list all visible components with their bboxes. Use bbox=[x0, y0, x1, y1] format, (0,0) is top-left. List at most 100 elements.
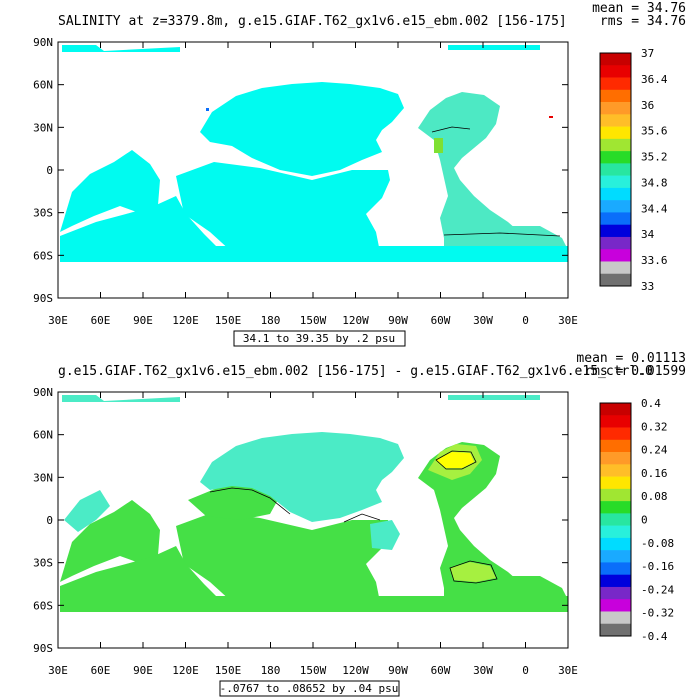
panel-2-south-indian bbox=[60, 546, 222, 608]
x-tick-label: 90W bbox=[388, 664, 408, 677]
x-tick-label: 180 bbox=[261, 314, 281, 327]
colorbar-swatch bbox=[600, 187, 631, 201]
colorbar-frame bbox=[599, 402, 632, 637]
panel-1-range-label: 34.1 to 39.35 by .2 psu bbox=[243, 332, 395, 345]
y-tick-label: 90N bbox=[33, 36, 53, 49]
panel-1-title: SALINITY at z=3379.8m, g.e15.GIAF.T62_gx… bbox=[58, 14, 567, 29]
x-tick-label: 60W bbox=[431, 664, 451, 677]
colorbar-swatch bbox=[600, 403, 631, 416]
y-tick-label: 90S bbox=[33, 292, 53, 305]
colorbar-swatch bbox=[600, 525, 631, 539]
panel-1-arctic bbox=[62, 45, 180, 52]
colorbar-swatch bbox=[600, 249, 631, 262]
colorbar-label: 36.4 bbox=[641, 73, 668, 86]
panel-1-south-indian bbox=[60, 196, 222, 258]
x-tick-label: 120E bbox=[172, 314, 199, 327]
colorbar-label: 0.08 bbox=[641, 490, 668, 503]
panel-2-difference: g.e15.GIAF.T62_gx1v6.e15_ebm.002 [156-17… bbox=[33, 351, 686, 697]
colorbar-swatch bbox=[600, 261, 631, 275]
colorbar-label: 34.8 bbox=[641, 176, 668, 189]
panel-1-colorbar: 37 36.4 36 35.6 35.2 34.8 34.4 34 33.6 33 bbox=[599, 47, 668, 293]
x-tick-label: 90W bbox=[388, 314, 408, 327]
colorbar-label: 0.4 bbox=[641, 397, 661, 410]
panel-2-indian-north bbox=[64, 490, 110, 532]
colorbar-swatch bbox=[600, 65, 631, 78]
x-tick-label: 90E bbox=[133, 314, 153, 327]
y-tick-label: 60N bbox=[33, 79, 53, 92]
panel-1-arctic-east bbox=[448, 45, 540, 50]
x-tick-label: 150E bbox=[215, 664, 242, 677]
x-tick-label: 30E bbox=[558, 664, 578, 677]
panel-2-yellow-patch bbox=[436, 452, 474, 468]
colorbar-swatch bbox=[600, 151, 631, 164]
panel-2-range-label: -.0767 to .08652 by .04 psu bbox=[220, 682, 399, 695]
panel-1-pacific-south bbox=[176, 162, 390, 254]
colorbar-label: 0 bbox=[641, 514, 648, 527]
x-tick-label: 30W bbox=[473, 314, 493, 327]
x-tick-label: 0 bbox=[522, 314, 529, 327]
panel-1-red-dot bbox=[549, 116, 553, 118]
panel-1-pacific-north bbox=[200, 82, 404, 176]
panel-2-southern bbox=[60, 596, 568, 612]
colorbar-swatch bbox=[600, 138, 631, 152]
x-tick-label: 150W bbox=[300, 664, 327, 677]
panel-2-contour-c bbox=[449, 560, 498, 584]
colorbar-swatch bbox=[600, 574, 631, 588]
panel-1-contour-a bbox=[431, 126, 471, 133]
colorbar-swatch bbox=[600, 464, 631, 477]
colorbar-swatch bbox=[600, 611, 631, 625]
colorbar-swatch bbox=[600, 212, 631, 225]
colorbar-swatch bbox=[600, 53, 631, 66]
x-tick-label: 150E bbox=[215, 314, 242, 327]
colorbar-swatch bbox=[600, 102, 631, 115]
colorbar-label: 34 bbox=[641, 228, 655, 241]
panel-1-lime-patch bbox=[434, 138, 443, 153]
panel-1-salinity: SALINITY at z=3379.8m, g.e15.GIAF.T62_gx… bbox=[33, 1, 686, 347]
x-tick-label: 120W bbox=[342, 314, 369, 327]
x-tick-label: 60E bbox=[91, 664, 111, 677]
colorbar-swatch bbox=[600, 599, 631, 612]
colorbar-swatch bbox=[600, 126, 631, 140]
colorbar-label: 0.32 bbox=[641, 420, 668, 433]
panel-1-contour-b bbox=[443, 232, 561, 237]
panel-2-east-pacific bbox=[370, 520, 400, 550]
colorbar-swatch bbox=[600, 550, 631, 563]
colorbar-swatch bbox=[600, 623, 631, 637]
panel-1-x-ticks: 30E 60E 90E 120E 150E 180 150W 120W 90W 60W 30W 0 30… bbox=[48, 42, 578, 327]
panel-1-atlantic-south bbox=[444, 226, 566, 246]
y-tick-label: 0 bbox=[46, 514, 53, 527]
panel-2-colorbar: 0.4 0.32 0.24 0.16 0.08 0 -0.08 -0.16 -0.24 -0.32… bbox=[599, 397, 674, 643]
x-tick-label: 30W bbox=[473, 664, 493, 677]
panel-1-rms: rms = 34.76 bbox=[600, 14, 686, 29]
colorbar-swatch bbox=[600, 77, 631, 91]
panel-2-arctic bbox=[62, 395, 180, 402]
colorbar-label: -0.24 bbox=[641, 583, 674, 596]
y-tick-label: 60N bbox=[33, 429, 53, 442]
x-tick-label: 30E bbox=[48, 314, 68, 327]
colorbar-label: 33.6 bbox=[641, 254, 668, 267]
panel-2-indian bbox=[60, 500, 160, 582]
x-tick-label: 0 bbox=[522, 664, 529, 677]
colorbar-swatch bbox=[600, 452, 631, 465]
colorbar-frame bbox=[599, 52, 632, 287]
panel-1-range-box bbox=[233, 330, 406, 347]
panel-2-contour-a bbox=[209, 487, 291, 515]
colorbar-label: 0.16 bbox=[641, 467, 668, 480]
y-tick-label: 60S bbox=[33, 599, 53, 612]
colorbar-swatch bbox=[600, 476, 631, 490]
colorbar-label: -0.08 bbox=[641, 537, 674, 550]
colorbar-label: 35.6 bbox=[641, 125, 668, 138]
x-tick-label: 90E bbox=[133, 664, 153, 677]
colorbar-swatch bbox=[600, 415, 631, 428]
x-tick-label: 150W bbox=[300, 314, 327, 327]
colorbar-label: 35.2 bbox=[641, 151, 668, 164]
colorbar-label: 33 bbox=[641, 280, 654, 293]
colorbar-swatch bbox=[600, 439, 631, 453]
colorbar-label: -0.4 bbox=[641, 630, 668, 643]
colorbar-label: -0.16 bbox=[641, 560, 674, 573]
colorbar-swatch bbox=[600, 537, 631, 551]
panel-2-contour-d bbox=[343, 513, 381, 523]
colorbar-label: 0.24 bbox=[641, 444, 668, 457]
panel-2-lime-south bbox=[450, 562, 496, 582]
y-tick-label: 30S bbox=[33, 557, 53, 570]
